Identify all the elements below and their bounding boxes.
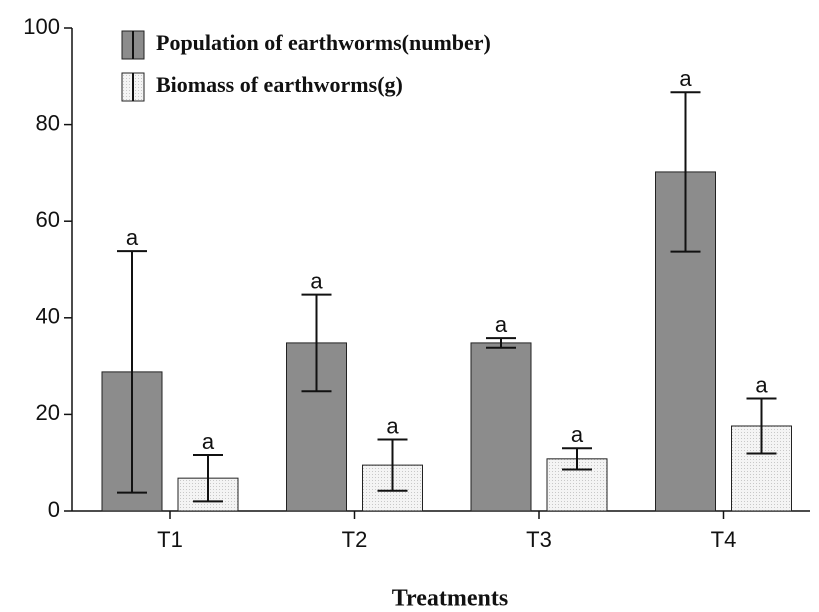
y-tick-label: 0 — [48, 497, 60, 522]
significance-letter: a — [755, 372, 768, 397]
error-bar — [301, 293, 332, 393]
x-tick-label: T3 — [526, 527, 552, 552]
y-tick-label: 80 — [36, 110, 60, 135]
error-bar — [193, 453, 223, 503]
y-tick-label: 100 — [23, 14, 60, 39]
error-bar — [486, 337, 516, 349]
error-bar — [562, 447, 592, 471]
error-bar — [377, 438, 408, 492]
significance-letter: a — [126, 225, 139, 250]
error-bar — [746, 397, 777, 455]
error-bar — [117, 250, 147, 494]
x-tick-label: T4 — [711, 527, 737, 552]
significance-letter: a — [386, 413, 399, 438]
bar — [286, 342, 347, 512]
bar — [470, 342, 532, 512]
y-tick-label: 40 — [36, 304, 60, 329]
significance-letter: a — [495, 312, 508, 337]
x-tick-label: T1 — [157, 527, 183, 552]
significance-letter: a — [571, 422, 584, 447]
y-tick-label: 20 — [36, 400, 60, 425]
significance-letter: a — [310, 268, 323, 293]
y-tick-label: 60 — [36, 207, 60, 232]
legend-label: Biomass of earthworms(g) — [156, 72, 403, 97]
error-bar — [670, 91, 701, 253]
significance-letter: a — [679, 66, 692, 91]
x-tick-label: T2 — [342, 527, 368, 552]
x-axis-label: Treatments — [392, 586, 508, 612]
significance-letter: a — [202, 429, 215, 454]
legend-label: Population of earthworms(number) — [156, 30, 491, 55]
